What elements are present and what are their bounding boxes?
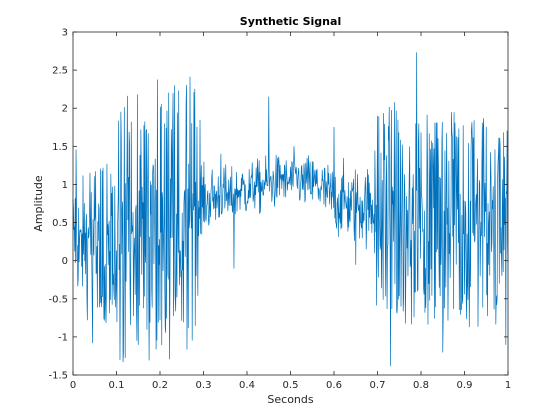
x-axis: 0 0.1 0.2 0.3 0.4 0.5 0.6 0.7 0.8 0.9 1 [70,32,511,391]
signal-series [72,52,509,367]
chart-title: Synthetic Signal [240,15,341,28]
x-tick-label: 0.5 [283,380,299,391]
x-tick-label: 0.9 [457,380,473,391]
x-tick-label: 0.1 [109,380,125,391]
y-axis-label: Amplitude [32,175,45,232]
x-tick-label: 0.4 [239,380,255,391]
y-tick-label: -0.5 [48,294,68,305]
y-tick-label: 2 [62,104,68,115]
y-tick-label: 2.5 [52,66,68,77]
x-tick-label: 1 [505,380,511,391]
y-tick-label: 1 [62,180,68,191]
x-tick-label: 0.7 [370,380,386,391]
x-tick-label: 0.3 [196,380,212,391]
y-tick-label: 3 [62,28,68,39]
y-tick-label: 0 [62,256,68,267]
y-tick-label: 1.5 [52,142,68,153]
x-tick-label: 0.6 [326,380,342,391]
x-tick-label: 0.8 [413,380,429,391]
y-tick-label: -1 [58,332,68,343]
x-tick-label: 0 [70,380,76,391]
y-tick-label: 0.5 [52,218,68,229]
y-tick-label: -1.5 [48,371,68,382]
signal-line [72,52,509,367]
y-axis: -1.5 -1 -0.5 0 0.5 1 1.5 2 2.5 3 [48,28,508,382]
x-tick-label: 0.2 [152,380,168,391]
x-axis-label: Seconds [267,393,313,406]
